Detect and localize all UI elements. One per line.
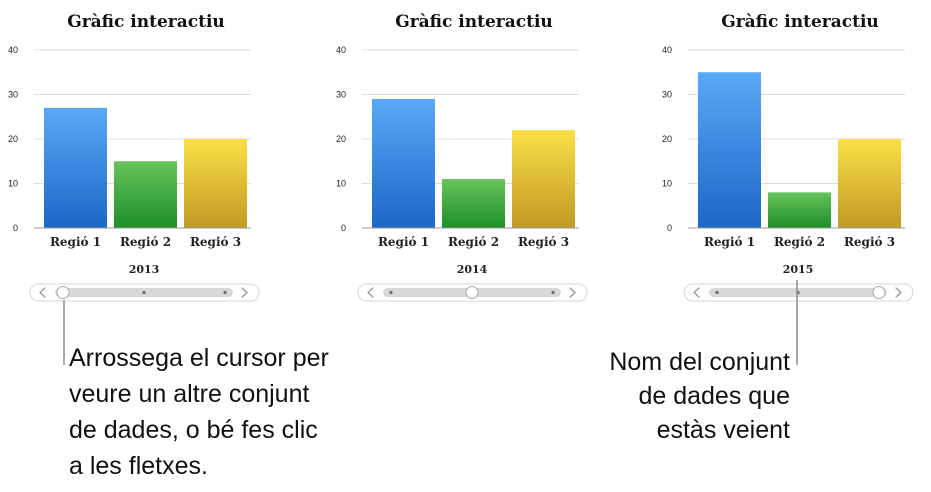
x-tick-label: Regió 2 <box>774 235 825 249</box>
y-tick-label: 30 <box>8 90 18 100</box>
y-tick-label: 30 <box>662 90 672 100</box>
dataset-callout-line-2: de dades que <box>638 382 790 410</box>
slider-thumb[interactable] <box>872 286 886 299</box>
chart-1: Gràfic interactiu 0 10 20 30 40 Regió 1 Regió 2… <box>8 12 260 302</box>
y-tick-label: 0 <box>13 223 18 233</box>
x-tick-label: Regió 1 <box>378 235 429 249</box>
bar-regi-2 <box>442 179 505 228</box>
dataset-slider[interactable] <box>29 283 260 302</box>
chart-2: Gràfic interactiu 0 10 20 30 40 Regió 1 Regió 2… <box>336 12 588 302</box>
y-tick-label: 20 <box>662 134 672 144</box>
bar-regi-1 <box>698 72 761 228</box>
x-tick-label: Regió 1 <box>704 235 755 249</box>
x-tick-label: Regió 3 <box>518 235 569 249</box>
chart-3: Gràfic interactiu 0 10 20 30 40 Regió 1 Regió 2… <box>662 12 914 302</box>
slider-callout-line-4: a les fletxes. <box>69 452 208 480</box>
dataset-name: 2014 <box>457 263 488 276</box>
chart-title: Gràfic interactiu <box>395 12 553 32</box>
slider-stop-dot <box>551 290 555 295</box>
bar-regi-1 <box>372 98 435 228</box>
y-tick-label: 40 <box>662 45 672 55</box>
dataset-callout-line-1: Nom del conjunt <box>609 348 790 376</box>
bar-regi-3 <box>184 139 247 228</box>
chart-title: Gràfic interactiu <box>721 12 879 32</box>
x-tick-label: Regió 2 <box>120 235 171 249</box>
slider-callout-line-3: de dades, o bé fes clic <box>69 416 318 444</box>
slider-thumb[interactable] <box>56 286 70 299</box>
y-tick-label: 10 <box>662 179 672 189</box>
bar-regi-3 <box>838 139 901 228</box>
bar-regi-2 <box>114 161 177 228</box>
slider-stop-dot <box>223 290 227 295</box>
chevron-left-icon[interactable] <box>39 287 46 298</box>
bar-regi-2 <box>768 192 831 228</box>
y-tick-label: 20 <box>8 134 18 144</box>
slider-stop-dot <box>715 290 719 295</box>
chevron-right-icon[interactable] <box>241 287 248 298</box>
slider-callout-line-1: Arrossega el cursor per <box>69 344 329 372</box>
slider-thumb[interactable] <box>465 286 479 299</box>
y-tick-label: 40 <box>336 45 346 55</box>
dataset-name: 2013 <box>129 263 160 276</box>
y-tick-label: 20 <box>336 134 346 144</box>
y-tick-label: 30 <box>336 90 346 100</box>
slider-stop-dot <box>142 290 146 295</box>
y-tick-label: 10 <box>336 179 346 189</box>
chevron-left-icon[interactable] <box>367 287 374 298</box>
chevron-right-icon[interactable] <box>895 287 902 298</box>
callouts: Arrossega el cursor per veure un altre c… <box>63 280 798 480</box>
y-tick-label: 0 <box>341 223 346 233</box>
dataset-name: 2015 <box>783 263 814 276</box>
bar-regi-1 <box>44 107 107 228</box>
bar-regi-3 <box>512 130 575 228</box>
x-tick-label: Regió 3 <box>844 235 895 249</box>
chevron-left-icon[interactable] <box>693 287 700 298</box>
x-tick-label: Regió 3 <box>190 235 241 249</box>
y-tick-label: 0 <box>667 223 672 233</box>
dataset-slider[interactable] <box>683 283 914 302</box>
slider-stop-dot <box>389 290 393 295</box>
x-tick-label: Regió 1 <box>50 235 101 249</box>
y-tick-label: 10 <box>8 179 18 189</box>
slider-callout-line-2: veure un altre conjunt <box>69 380 309 408</box>
x-tick-label: Regió 2 <box>448 235 499 249</box>
y-tick-label: 40 <box>8 45 18 55</box>
dataset-slider[interactable] <box>357 283 588 302</box>
chart-title: Gràfic interactiu <box>67 12 225 32</box>
dataset-callout-line-3: estàs veient <box>657 416 790 444</box>
chevron-right-icon[interactable] <box>569 287 576 298</box>
